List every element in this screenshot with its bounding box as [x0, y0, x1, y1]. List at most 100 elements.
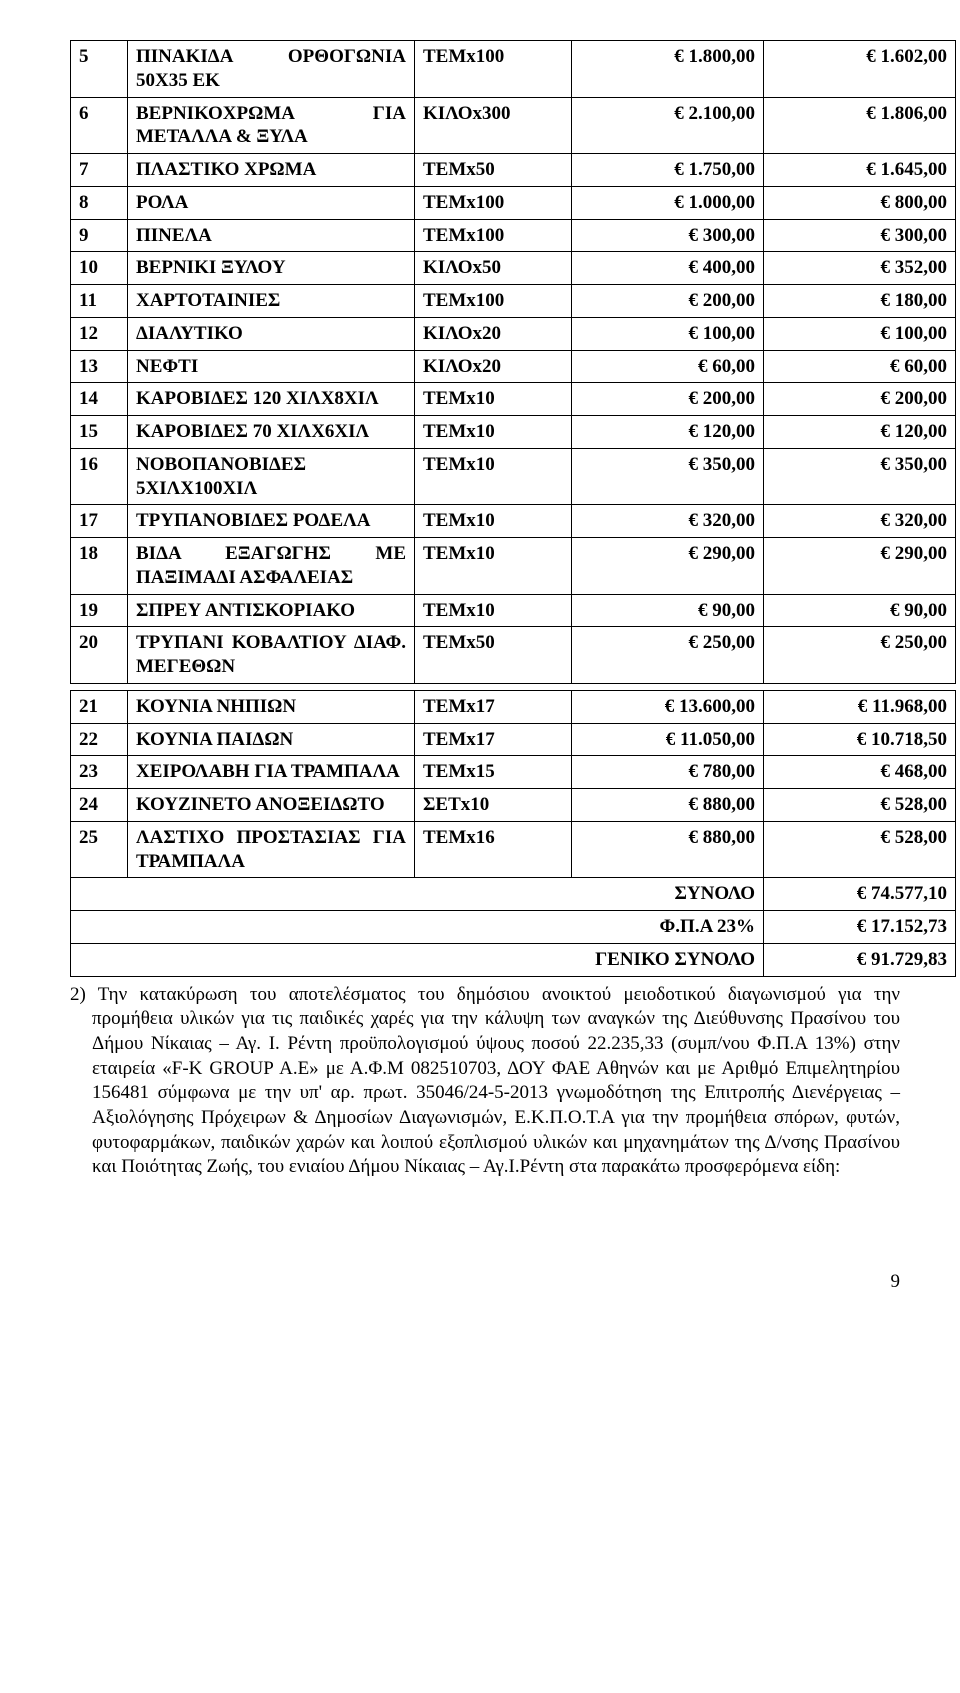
row-unit: ΤΕΜx100: [415, 285, 572, 318]
table-row: 8ΡΟΛΑΤΕΜx100€ 1.000,00€ 800,00: [71, 186, 956, 219]
row-price2: € 352,00: [764, 252, 956, 285]
row-price1: € 250,00: [572, 627, 764, 684]
table-row: 25ΛΑΣΤΙΧΟ ΠΡΟΣΤΑΣΙΑΣ ΓΙΑ ΤΡΑΜΠΑΛΑΤΕΜx16 €…: [71, 821, 956, 878]
row-unit: ΤΕΜx10: [415, 505, 572, 538]
table-row: 19ΣΠΡΕΥ ΑΝΤΙΣΚΟΡΙΑΚΟΤΕΜx10€ 90,00€ 90,00: [71, 594, 956, 627]
row-desc: ΤΡΥΠΑΝΙ ΚΟΒΑΛΤΙΟΥ ΔΙΑΦ. ΜΕΓΕΘΩΝ: [128, 627, 415, 684]
row-num: 24: [71, 789, 128, 822]
row-price2: € 300,00: [764, 219, 956, 252]
row-desc: ΠΙΝΑΚΙΔΑ ΟΡΘΟΓΩΝΙΑ 50Χ35 ΕΚ: [128, 41, 415, 98]
table-row: 13ΝΕΦΤΙΚΙΛΟx20€ 60,00€ 60,00: [71, 350, 956, 383]
totals-row: Φ.Π.Α 23%€ 17.152,73: [71, 911, 956, 944]
row-unit: ΤΕΜx10: [415, 538, 572, 595]
page-number: 9: [70, 1270, 900, 1294]
row-desc: ΚΟΥΝΙΑ ΝΗΠΙΩΝ: [128, 690, 415, 723]
row-price1: € 350,00: [572, 448, 764, 505]
row-num: 16: [71, 448, 128, 505]
row-price1: € 780,00: [572, 756, 764, 789]
row-unit: ΚΙΛΟx20: [415, 350, 572, 383]
row-desc: ΚΟΥΖΙΝΕΤΟ ΑΝΟΞΕΙΔΩΤΟ: [128, 789, 415, 822]
row-num: 12: [71, 317, 128, 350]
totals-row: ΣΥΝΟΛΟ€ 74.577,10: [71, 878, 956, 911]
row-unit: ΤΕΜx10: [415, 383, 572, 416]
row-desc: ΧΕΙΡΟΛΑΒΗ ΓΙΑ ΤΡΑΜΠΑΛΑ: [128, 756, 415, 789]
row-num: 14: [71, 383, 128, 416]
row-num: 18: [71, 538, 128, 595]
row-num: 23: [71, 756, 128, 789]
table-row: 17ΤΡΥΠΑΝΟΒΙΔΕΣ ΡΟΔΕΛΑΤΕΜx10€ 320,00€ 320…: [71, 505, 956, 538]
row-price2: € 528,00: [764, 821, 956, 878]
row-unit: ΤΕΜx16: [415, 821, 572, 878]
table-row: 12ΔΙΑΛΥΤΙΚΟΚΙΛΟx20€ 100,00€ 100,00: [71, 317, 956, 350]
table-row: 18ΒΙΔΑ ΕΞΑΓΩΓΗΣ ΜΕ ΠΑΞΙΜΑΔΙ ΑΣΦΑΛΕΙΑΣΤΕΜ…: [71, 538, 956, 595]
row-num: 8: [71, 186, 128, 219]
row-desc: ΛΑΣΤΙΧΟ ΠΡΟΣΤΑΣΙΑΣ ΓΙΑ ΤΡΑΜΠΑΛΑ: [128, 821, 415, 878]
row-num: 5: [71, 41, 128, 98]
row-unit: ΚΙΛΟx50: [415, 252, 572, 285]
row-price2: € 1.806,00: [764, 97, 956, 154]
table-row: 20ΤΡΥΠΑΝΙ ΚΟΒΑΛΤΙΟΥ ΔΙΑΦ. ΜΕΓΕΘΩΝΤΕΜx50€…: [71, 627, 956, 684]
table-row: 23ΧΕΙΡΟΛΑΒΗ ΓΙΑ ΤΡΑΜΠΑΛΑΤΕΜx15€ 780,00€ …: [71, 756, 956, 789]
row-unit: ΤΕΜx100: [415, 219, 572, 252]
row-unit: ΚΙΛΟx20: [415, 317, 572, 350]
row-desc: ΝΕΦΤΙ: [128, 350, 415, 383]
row-desc: ΡΟΛΑ: [128, 186, 415, 219]
row-num: 19: [71, 594, 128, 627]
row-num: 11: [71, 285, 128, 318]
row-desc: ΤΡΥΠΑΝΟΒΙΔΕΣ ΡΟΔΕΛΑ: [128, 505, 415, 538]
row-price2: € 120,00: [764, 416, 956, 449]
row-unit: ΤΕΜx10: [415, 416, 572, 449]
row-price1: € 300,00: [572, 219, 764, 252]
row-desc: ΚΟΥΝΙΑ ΠΑΙΔΩΝ: [128, 723, 415, 756]
row-num: 22: [71, 723, 128, 756]
row-unit: ΤΕΜx50: [415, 154, 572, 187]
table-row: 10ΒΕΡΝΙΚΙ ΞΥΛΟΥΚΙΛΟx50€ 400,00€ 352,00: [71, 252, 956, 285]
row-desc: ΚΑΡΟΒΙΔΕΣ 120 ΧΙΛΧ8ΧΙΛ: [128, 383, 415, 416]
row-price1: € 90,00: [572, 594, 764, 627]
table-row: 21ΚΟΥΝΙΑ ΝΗΠΙΩΝΤΕΜx17€ 13.600,00€ 11.968…: [71, 690, 956, 723]
row-desc: ΧΑΡΤΟΤΑΙΝΙΕΣ: [128, 285, 415, 318]
table-row: 6ΒΕΡΝΙΚΟΧΡΩΜΑ ΓΙΑ ΜΕΤΑΛΛΑ & ΞΥΛΑΚΙΛΟx300…: [71, 97, 956, 154]
row-price2: € 100,00: [764, 317, 956, 350]
row-price2: € 180,00: [764, 285, 956, 318]
totals-value: € 17.152,73: [764, 911, 956, 944]
row-desc: ΠΛΑΣΤΙΚΟ ΧΡΩΜΑ: [128, 154, 415, 187]
totals-value: € 91.729,83: [764, 943, 956, 976]
row-price1: € 290,00: [572, 538, 764, 595]
totals-label: ΣΥΝΟΛΟ: [71, 878, 764, 911]
row-desc: ΔΙΑΛΥΤΙΚΟ: [128, 317, 415, 350]
row-num: 6: [71, 97, 128, 154]
row-price1: € 200,00: [572, 285, 764, 318]
row-price2: € 1.645,00: [764, 154, 956, 187]
row-unit: ΤΕΜx100: [415, 186, 572, 219]
row-price2: € 250,00: [764, 627, 956, 684]
totals-label: Φ.Π.Α 23%: [71, 911, 764, 944]
row-price2: € 90,00: [764, 594, 956, 627]
row-price1: € 1.000,00: [572, 186, 764, 219]
row-num: 10: [71, 252, 128, 285]
row-price2: € 1.602,00: [764, 41, 956, 98]
totals-row: ΓΕΝΙΚΟ ΣΥΝΟΛΟ€ 91.729,83: [71, 943, 956, 976]
pricing-table-1: 5ΠΙΝΑΚΙΔΑ ΟΡΘΟΓΩΝΙΑ 50Χ35 ΕΚ ΤΕΜx100 € 1.8…: [70, 40, 956, 977]
row-price2: € 290,00: [764, 538, 956, 595]
row-num: 7: [71, 154, 128, 187]
table-row: 14ΚΑΡΟΒΙΔΕΣ 120 ΧΙΛΧ8ΧΙΛΤΕΜx10€ 200,00€ …: [71, 383, 956, 416]
row-price2: € 528,00: [764, 789, 956, 822]
row-num: 9: [71, 219, 128, 252]
row-price1: € 100,00: [572, 317, 764, 350]
row-unit: ΤΕΜx50: [415, 627, 572, 684]
table-row: 24ΚΟΥΖΙΝΕΤΟ ΑΝΟΞΕΙΔΩΤΟΣΕΤx10€ 880,00€ 52…: [71, 789, 956, 822]
row-price2: € 60,00: [764, 350, 956, 383]
totals-label: ΓΕΝΙΚΟ ΣΥΝΟΛΟ: [71, 943, 764, 976]
row-price2: € 200,00: [764, 383, 956, 416]
row-price2: € 800,00: [764, 186, 956, 219]
row-unit: ΤΕΜx10: [415, 448, 572, 505]
row-price2: € 468,00: [764, 756, 956, 789]
row-price2: € 350,00: [764, 448, 956, 505]
row-unit: ΤΕΜx10: [415, 594, 572, 627]
row-price1: € 1.800,00: [572, 41, 764, 98]
row-price1: € 1.750,00: [572, 154, 764, 187]
row-num: 25: [71, 821, 128, 878]
row-unit: ΣΕΤx10: [415, 789, 572, 822]
row-desc: ΒΕΡΝΙΚΙ ΞΥΛΟΥ: [128, 252, 415, 285]
